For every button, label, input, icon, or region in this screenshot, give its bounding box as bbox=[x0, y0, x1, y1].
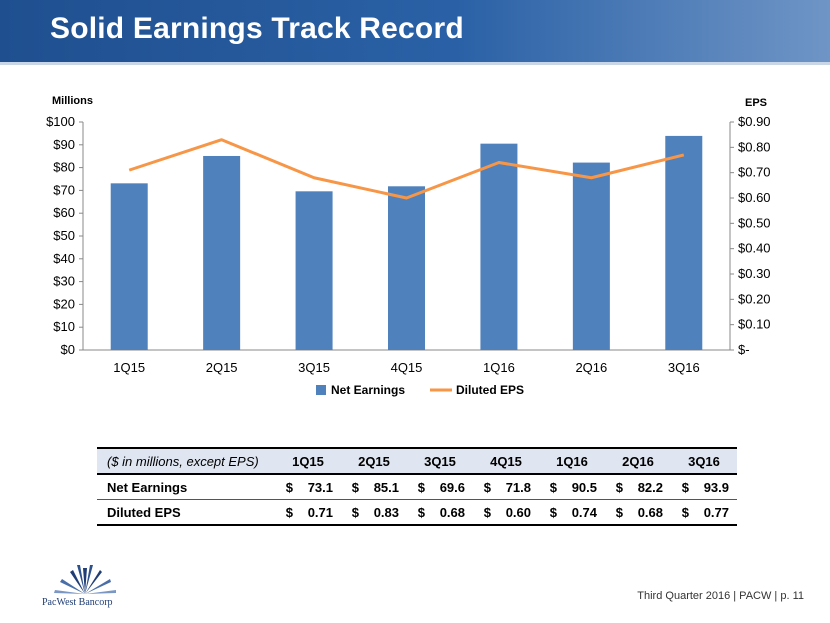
table-cell-currency: $ bbox=[605, 499, 623, 526]
bar-net-earnings bbox=[388, 186, 425, 350]
table-cell-currency: $ bbox=[605, 474, 623, 500]
table-column-header: 1Q15 bbox=[275, 447, 341, 475]
y-left-tick-label: $40 bbox=[53, 251, 75, 266]
y-right-tick-label: $0.80 bbox=[738, 139, 771, 154]
table-cell-currency: $ bbox=[539, 474, 557, 500]
y-right-tick-label: $0.50 bbox=[738, 215, 771, 230]
page-title: Solid Earnings Track Record bbox=[50, 12, 464, 45]
table-cell-currency: $ bbox=[671, 474, 689, 500]
y-left-tick-label: $10 bbox=[53, 319, 75, 334]
y-right-tick-label: $0.10 bbox=[738, 317, 771, 332]
table-cell-value: 93.9 bbox=[689, 474, 737, 500]
y-left-tick-label: $0 bbox=[61, 342, 75, 357]
table-cell-currency: $ bbox=[539, 499, 557, 526]
x-tick-label: 3Q15 bbox=[298, 360, 330, 375]
title-underline bbox=[0, 62, 830, 65]
table-caption: ($ in millions, except EPS) bbox=[97, 447, 275, 475]
x-tick-label: 2Q15 bbox=[206, 360, 238, 375]
bar-net-earnings bbox=[203, 155, 241, 350]
table-row-label: Net Earnings bbox=[97, 474, 275, 500]
logo-star-icon bbox=[54, 565, 116, 594]
title-bar: Solid Earnings Track Record bbox=[0, 0, 830, 62]
table-cell-currency: $ bbox=[473, 474, 491, 500]
y-left-tick-label: $20 bbox=[53, 296, 75, 311]
y-left-tick-label: $100 bbox=[46, 114, 75, 129]
bar-net-earnings bbox=[480, 143, 518, 350]
pacwest-logo bbox=[54, 565, 116, 594]
y-right-tick-label: $- bbox=[738, 342, 750, 357]
legend-net-earnings-label: Net Earnings bbox=[331, 383, 405, 397]
y-right-tick-label: $0.60 bbox=[738, 190, 771, 205]
table-cell-currency: $ bbox=[473, 499, 491, 526]
y-left-tick-label: $70 bbox=[53, 182, 75, 197]
bar-net-earnings bbox=[295, 191, 333, 350]
logo-text: PacWest Bancorp bbox=[42, 597, 113, 608]
y-right-tick-label: $0.30 bbox=[738, 266, 771, 281]
x-tick-label: 2Q16 bbox=[575, 360, 607, 375]
bar-net-earnings bbox=[572, 162, 610, 350]
table-cell-currency: $ bbox=[275, 499, 293, 526]
table-cell-value: 0.71 bbox=[293, 499, 341, 526]
table-cell-value: 0.77 bbox=[689, 499, 737, 526]
y-left-tick-label: $60 bbox=[53, 205, 75, 220]
table-cell-currency: $ bbox=[341, 474, 359, 500]
table-row: Net Earnings $73.1 $85.1 $69.6 $71.8 $90.5 $82… bbox=[97, 474, 737, 500]
earnings-chart: $0 $10 $20 $30 $40 $50 $60 $70 $80 $90 $100 $- $0.10… bbox=[46, 95, 771, 397]
table-row-label: Diluted EPS bbox=[97, 499, 275, 526]
table-cell-currency: $ bbox=[407, 499, 425, 526]
earnings-table: ($ in millions, except EPS) 1Q15 2Q15 3Q15 4… bbox=[97, 447, 737, 526]
table-cell-value: 90.5 bbox=[557, 474, 605, 500]
table-cell-value: 0.83 bbox=[359, 499, 407, 526]
legend-net-earnings-swatch bbox=[316, 385, 326, 395]
y-left-tick-label: $50 bbox=[53, 228, 75, 243]
y-left-tick-label: $80 bbox=[53, 160, 75, 175]
table-column-header: 3Q16 bbox=[671, 447, 737, 475]
y-left-tick-label: $30 bbox=[53, 274, 75, 289]
table-column-header: 1Q16 bbox=[539, 447, 605, 475]
table-cell-value: 85.1 bbox=[359, 474, 407, 500]
table-column-header: 4Q15 bbox=[473, 447, 539, 475]
y-right-tick-label: $0.90 bbox=[738, 114, 771, 129]
table-column-header: 3Q15 bbox=[407, 447, 473, 475]
table-cell-currency: $ bbox=[341, 499, 359, 526]
table-cell-value: 69.6 bbox=[425, 474, 473, 500]
table-cell-value: 71.8 bbox=[491, 474, 539, 500]
y-right-tick-label: $0.70 bbox=[738, 165, 771, 180]
table-cell-value: 0.68 bbox=[425, 499, 473, 526]
y-left-tick-label: $90 bbox=[53, 137, 75, 152]
y-axis-right-title: EPS bbox=[745, 97, 767, 109]
table-cell-value: 82.2 bbox=[623, 474, 671, 500]
footer-text: Third Quarter 2016 | PACW | p. 11 bbox=[637, 590, 804, 602]
x-tick-label: 1Q16 bbox=[483, 360, 515, 375]
bar-net-earnings bbox=[665, 135, 703, 350]
y-right-tick-label: $0.20 bbox=[738, 291, 771, 306]
table-cell-currency: $ bbox=[275, 474, 293, 500]
table-column-header: 2Q16 bbox=[605, 447, 671, 475]
table-cell-value: 0.74 bbox=[557, 499, 605, 526]
table-column-header: 2Q15 bbox=[341, 447, 407, 475]
x-tick-label: 3Q16 bbox=[668, 360, 700, 375]
table-cell-currency: $ bbox=[671, 499, 689, 526]
table-cell-value: 0.60 bbox=[491, 499, 539, 526]
bar-net-earnings bbox=[110, 183, 148, 350]
table-cell-value: 73.1 bbox=[293, 474, 341, 500]
table-cell-value: 0.68 bbox=[623, 499, 671, 526]
y-right-tick-label: $0.40 bbox=[738, 241, 771, 256]
table-header-row: ($ in millions, except EPS) 1Q15 2Q15 3Q15 4… bbox=[97, 447, 737, 475]
x-tick-label: 1Q15 bbox=[113, 360, 145, 375]
legend-diluted-eps-label: Diluted EPS bbox=[456, 383, 524, 397]
table-row: Diluted EPS $0.71 $0.83 $0.68 $0.60 $0.74 $0.6… bbox=[97, 499, 737, 526]
table-cell-currency: $ bbox=[407, 474, 425, 500]
y-axis-left-title: Millions bbox=[52, 95, 93, 107]
x-tick-label: 4Q15 bbox=[391, 360, 423, 375]
